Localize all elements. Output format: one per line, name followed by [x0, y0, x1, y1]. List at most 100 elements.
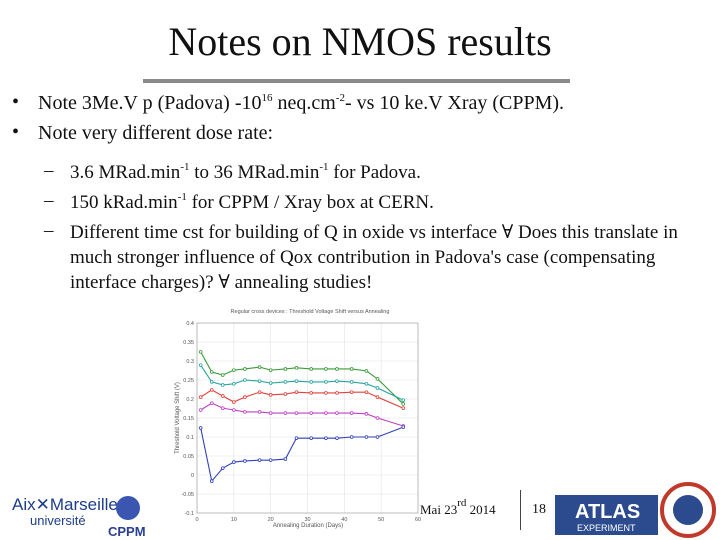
data-point	[309, 436, 313, 440]
series-line	[200, 364, 404, 401]
x-tick-label: 60	[415, 517, 421, 523]
text-run: - vs 10 ke.V Xray (CPPM).	[344, 92, 565, 114]
data-point	[309, 391, 313, 395]
x-tick-label: 40	[341, 517, 347, 523]
sub-bullet-dash: –	[44, 190, 54, 211]
data-point	[198, 395, 203, 399]
data-point	[364, 369, 369, 373]
data-point	[198, 363, 203, 367]
text-run: 2014	[466, 502, 496, 517]
data-point	[209, 479, 214, 483]
data-point	[335, 367, 339, 371]
data-point	[349, 380, 354, 384]
data-point	[283, 411, 288, 415]
footer-date: Mai 23rd 2014	[420, 498, 496, 518]
data-point	[324, 367, 328, 371]
aix-logo: Aix✕Marseille	[12, 495, 118, 514]
text-run: for CPPM / Xray box at CERN.	[186, 192, 434, 213]
data-point	[401, 398, 406, 402]
data-point	[268, 368, 273, 372]
data-point	[364, 382, 369, 386]
data-point	[375, 435, 380, 439]
data-point	[401, 402, 406, 406]
x-tick-label: 50	[378, 517, 384, 523]
data-point	[232, 382, 236, 386]
y-tick-label: 0.1	[186, 435, 194, 441]
pixel-logo	[660, 482, 716, 538]
data-point	[209, 388, 214, 392]
x-tick-label: 30	[304, 517, 310, 523]
data-point	[335, 411, 339, 415]
superscript: -2	[335, 92, 345, 104]
slide-title: Notes on NMOS results	[168, 19, 552, 64]
data-point	[375, 377, 380, 381]
data-point	[349, 390, 354, 394]
atlas-box	[555, 495, 658, 535]
data-point	[375, 395, 380, 399]
atlas-logo: ATLAS	[575, 501, 640, 523]
data-point	[283, 392, 288, 396]
y-tick-label: 0.35	[183, 340, 194, 346]
data-point	[324, 411, 328, 415]
data-point	[198, 350, 203, 354]
title-rule	[143, 79, 570, 83]
aix-logo-sub: université	[30, 513, 86, 528]
data-point	[309, 367, 313, 371]
bullet: Note 3Me.V p (Padova) -1016 neq.cm-2- vs…	[38, 91, 564, 115]
superscript: -1	[319, 161, 329, 173]
data-point	[243, 459, 247, 463]
data-point	[364, 435, 369, 439]
data-point	[283, 380, 288, 384]
y-axis-label: Threshold Voltage Shift (V)	[175, 382, 181, 454]
sub-bullet: 3.6 MRad.min-1 to 36 MRad.min-1 for Pado…	[70, 160, 695, 185]
data-point	[232, 368, 236, 372]
data-point	[375, 416, 380, 420]
text-run: Note 3Me.V p (Padova) -10	[38, 92, 262, 114]
plot-frame	[196, 322, 419, 514]
data-point	[294, 390, 299, 394]
page-number: 18	[532, 502, 546, 517]
data-point	[243, 367, 247, 371]
data-point	[243, 378, 247, 382]
x-tick-label: 10	[231, 517, 237, 523]
data-point	[243, 395, 247, 399]
sub-bullet-dash: –	[44, 220, 54, 241]
text-run: Different time cst for building of Q in …	[70, 222, 678, 293]
data-point	[268, 458, 273, 462]
chart-title: Regular cross devices : Threshold Voltag…	[231, 309, 390, 315]
superscript: rd	[457, 497, 467, 509]
y-tick-label: 0.4	[186, 321, 194, 327]
text-run: neq.cm	[272, 92, 336, 114]
data-point	[294, 436, 299, 440]
sub-bullet: 150 kRad.min-1 for CPPM / Xray box at CE…	[70, 190, 695, 215]
data-point	[257, 365, 262, 369]
logos: Aix✕Marseille université CPPM ATLAS EXPE…	[12, 482, 716, 539]
data-point	[335, 379, 339, 383]
text-run: 3.6 MRad.min	[70, 162, 181, 183]
data-point	[364, 412, 369, 416]
text-run: Note very different dose rate:	[38, 122, 274, 144]
data-point	[349, 435, 354, 439]
superscript: 16	[261, 92, 273, 104]
data-point	[220, 406, 225, 410]
chart: Regular cross devices : Threshold Voltag…	[170, 305, 430, 540]
data-point	[220, 373, 225, 377]
data-point	[220, 466, 225, 470]
data-point	[257, 410, 262, 414]
data-point	[198, 408, 203, 412]
data-point	[198, 426, 203, 430]
data-point	[209, 370, 214, 374]
data-point	[309, 380, 313, 384]
data-point	[209, 380, 214, 384]
data-point	[257, 379, 262, 383]
data-point	[324, 436, 328, 440]
data-point	[294, 379, 299, 383]
data-point	[232, 460, 236, 464]
data-point	[349, 367, 354, 371]
bullet: Note very different dose rate:	[38, 121, 273, 145]
data-point	[209, 401, 214, 405]
sub-bullet-dash: –	[44, 160, 54, 181]
data-point	[232, 408, 236, 412]
series-line	[200, 402, 404, 427]
data-point	[220, 394, 225, 398]
